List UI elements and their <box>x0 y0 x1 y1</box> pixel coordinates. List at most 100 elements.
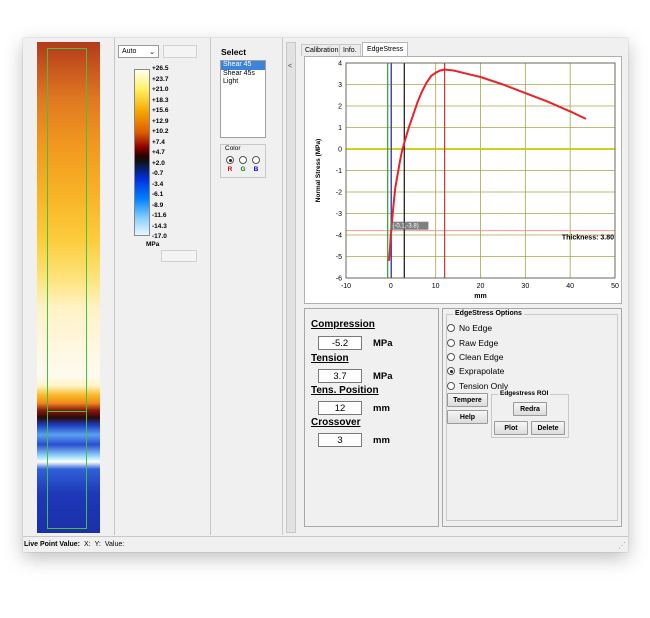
tab-calibration[interactable]: Calibration <box>301 44 343 56</box>
crossover-value[interactable]: 3 <box>318 433 362 447</box>
cursor-label-bg <box>390 221 429 230</box>
tension-position-value[interactable]: 12 <box>318 401 362 415</box>
tab-info[interactable]: Info. <box>339 44 361 56</box>
color-radio-g[interactable]: G <box>238 156 248 176</box>
compression-value[interactable]: -5.2 <box>318 336 362 350</box>
edgestress-roi-group: Edgestress ROI <box>491 390 569 438</box>
statusbar: Live Point Value: X: Y: Value: ⋰ <box>23 536 628 552</box>
tension-value[interactable]: 3.7 <box>318 369 362 383</box>
colorbar-extra-field[interactable] <box>161 250 197 262</box>
radio-button[interactable] <box>447 367 455 375</box>
tick-label: -14.3 <box>152 222 167 230</box>
channel-listbox[interactable]: Shear 45 Shear 45s Light <box>220 60 266 138</box>
tempere-button[interactable]: Tempere <box>447 393 488 407</box>
option-label: Tension Only <box>459 381 509 391</box>
edgestress-chart[interactable]: -10 0 10 20 30 40 5043210-1-2-3-4-5-6(-0.1,-3.… <box>305 57 623 305</box>
stress-profile-line <box>388 68 587 261</box>
crossover-label: Crossover <box>311 417 361 428</box>
radio-button[interactable] <box>447 339 455 347</box>
panel-splitter[interactable]: < <box>286 42 296 533</box>
radio-button[interactable] <box>226 156 234 164</box>
tension-unit: MPa <box>373 371 393 382</box>
option-raw-edge[interactable]: Raw Edge <box>447 338 498 348</box>
option-no-edge[interactable]: No Edge <box>447 323 492 333</box>
colormap-panel: Auto ⌄ +26.5 +23.7 +21.0 +18.3 +15.6 +12… <box>115 38 211 535</box>
colorbar-ticks: +26.5 +23.7 +21.0 +18.3 +15.6 +12.9 +10.… <box>115 38 211 248</box>
roi-divider <box>47 411 87 412</box>
option-tension-only[interactable]: Tension Only <box>447 381 508 391</box>
tick-label: -3.4 <box>152 180 164 188</box>
crossover-unit: mm <box>373 435 390 446</box>
color-groupbox: Color R G B <box>220 144 266 178</box>
y-tick-label: 3 <box>338 82 342 89</box>
tick-label: +4.7 <box>152 149 165 156</box>
list-item[interactable]: Shear 45s <box>223 69 255 77</box>
scale-mode-dropdown[interactable]: Auto ⌄ <box>118 45 159 58</box>
scale-range-field[interactable] <box>163 45 197 58</box>
radio-button[interactable] <box>447 382 455 390</box>
option-label: Clean Edge <box>459 352 504 362</box>
x-tick-label: 30 <box>521 283 529 290</box>
color-group-label: Color <box>225 145 241 152</box>
y-label: Y: <box>94 541 101 548</box>
redraw-button[interactable]: Redra <box>513 402 547 416</box>
tension-position-label: Tens. Position <box>311 385 379 396</box>
list-item[interactable]: Light <box>223 78 239 85</box>
option-label: Exprapolate <box>459 366 505 376</box>
select-title: Select <box>221 47 247 57</box>
radio-button[interactable] <box>239 156 247 164</box>
cursor-label: (-0.1,-3.8) <box>392 224 418 230</box>
value-label: Value: <box>104 541 125 548</box>
delete-button[interactable]: Delete <box>531 421 565 435</box>
tick-label: -17.0 <box>152 233 167 240</box>
measurements-panel: Compression -5.2 MPa Tension 3.7 MPa Ten… <box>304 308 439 527</box>
tick-label: +26.5 <box>152 65 169 72</box>
x-tick-label: 10 <box>432 283 440 290</box>
plot-frame <box>345 62 616 279</box>
tick-label: +2.0 <box>152 159 165 167</box>
tick-label: -8.9 <box>152 201 164 209</box>
edgestress-options-title: EdgeStress Options <box>453 310 524 317</box>
tick-label: -6.1 <box>152 191 164 198</box>
compression-label: Compression <box>311 319 375 330</box>
y-tick-label: 0 <box>338 147 342 154</box>
color-label-b: B <box>253 166 259 173</box>
radio-button[interactable] <box>252 156 260 164</box>
color-radio-r[interactable]: R <box>225 156 235 176</box>
option-label: Raw Edge <box>459 338 499 348</box>
tick-label: +21.0 <box>152 86 169 93</box>
collapse-arrow-icon[interactable]: < <box>288 63 293 70</box>
scale-mode-value: Auto <box>122 48 137 55</box>
grid-lines <box>345 62 616 279</box>
chevron-down-icon: ⌄ <box>149 48 155 56</box>
tick-label: +7.4 <box>152 138 165 146</box>
roi-outline <box>47 48 87 529</box>
stress-image[interactable] <box>37 42 100 533</box>
color-label-r: R <box>227 166 233 173</box>
tab-edgestress[interactable]: EdgeStress <box>362 42 409 57</box>
x-tick-label: 0 <box>389 283 393 290</box>
x-label: X: <box>84 541 91 548</box>
y-tick-label: -1 <box>336 168 342 175</box>
color-radio-b[interactable]: B <box>251 156 261 176</box>
edgestress-options-group: EdgeStress Options <box>446 310 618 521</box>
chart-panel: -10 0 10 20 30 40 50 4 3 2 1 0 -1 -2 -3 -4 -5 -6 (-0.1,-3.… <box>304 56 622 304</box>
radio-button[interactable] <box>447 324 455 332</box>
plot-button[interactable]: Plot <box>494 421 528 435</box>
option-label: No Edge <box>459 323 493 333</box>
option-exprapolate[interactable]: Exprapolate <box>447 366 504 376</box>
tick-label: -0.7 <box>152 170 164 177</box>
app-window: Auto ⌄ +26.5 +23.7 +21.0 +18.3 +15.6 +12… <box>23 38 628 552</box>
resize-grip-icon[interactable]: ⋰ <box>618 541 626 550</box>
y-tick-label: 2 <box>338 104 342 111</box>
help-button[interactable]: Help <box>447 410 488 424</box>
tick-label: +10.2 <box>152 128 169 135</box>
edgestress-options-panel: EdgeStress Options <box>442 308 622 527</box>
list-item[interactable]: Shear 45 <box>221 61 265 70</box>
y-axis-label: Normal Stress (MPa) <box>315 139 322 203</box>
option-clean-edge[interactable]: Clean Edge <box>447 352 503 362</box>
radio-button[interactable] <box>447 353 455 361</box>
tension-label: Tension <box>311 353 349 364</box>
series-layer <box>388 68 587 261</box>
y-tick-label: -6 <box>336 276 342 283</box>
